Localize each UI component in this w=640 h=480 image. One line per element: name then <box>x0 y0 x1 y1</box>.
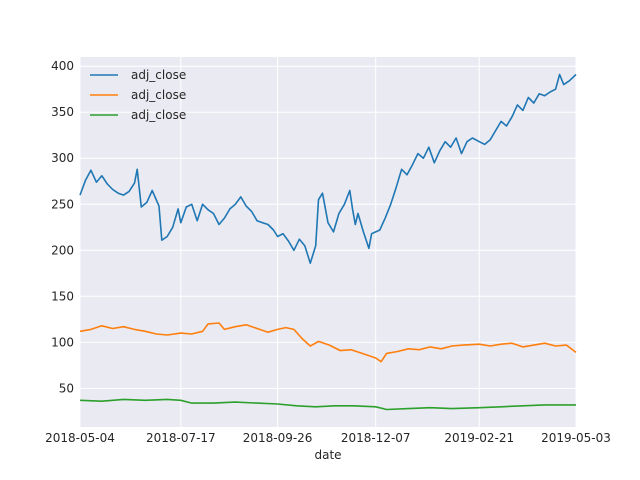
legend-label: adj_close <box>131 108 186 122</box>
series-layer <box>79 73 577 411</box>
series-line <box>79 73 577 265</box>
y-axis-ticks: 50 100 150 200 250 300 350 400 <box>51 59 74 395</box>
legend-label: adj_close <box>131 88 186 102</box>
y-tick-label: 100 <box>51 335 74 349</box>
plot-area <box>80 57 576 427</box>
y-tick-label: 150 <box>51 289 74 303</box>
x-axis-label: date <box>314 448 341 462</box>
y-tick-label: 400 <box>51 59 74 73</box>
x-tick-label: 2018-05-04 <box>45 431 115 445</box>
y-tick-label: 250 <box>51 197 74 211</box>
x-tick-label: 2018-09-26 <box>243 431 313 445</box>
x-tick-label: 2019-02-21 <box>444 431 514 445</box>
legend-label: adj_close <box>131 68 186 82</box>
x-axis-ticks: 2018-05-04 2018-07-17 2018-09-26 2018-12-07… <box>45 431 611 445</box>
legend: adj_close adj_close adj_close <box>90 68 186 122</box>
y-tick-label: 200 <box>51 243 74 257</box>
y-tick-label: 350 <box>51 105 74 119</box>
x-tick-label: 2018-12-07 <box>341 431 411 445</box>
series-line <box>79 322 577 363</box>
grid-lines <box>79 57 577 427</box>
x-tick-label: 2019-05-03 <box>541 431 611 445</box>
y-tick-label: 50 <box>59 381 74 395</box>
x-tick-label: 2018-07-17 <box>146 431 216 445</box>
series-line <box>79 398 576 411</box>
y-tick-label: 300 <box>51 151 74 165</box>
